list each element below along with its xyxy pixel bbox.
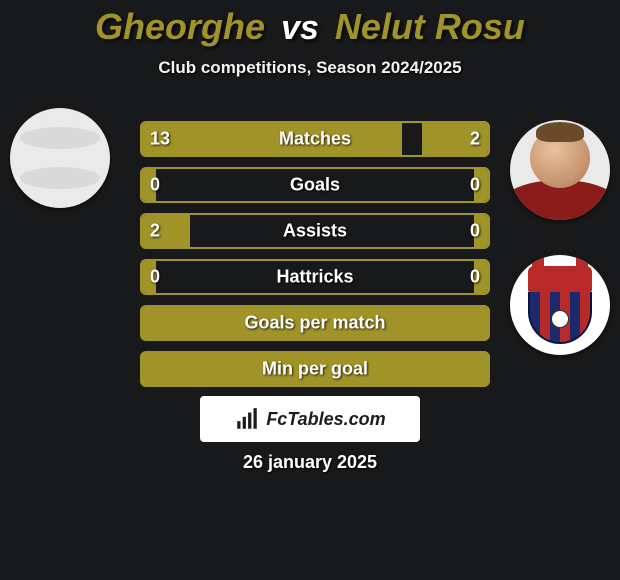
stat-label: Goals [140, 175, 490, 196]
watermark: FcTables.com [200, 396, 420, 442]
stat-label: Matches [140, 129, 490, 150]
stat-label: Assists [140, 221, 490, 242]
stat-label: Goals per match [140, 313, 490, 334]
player2-avatar [510, 120, 610, 220]
stat-label: Min per goal [140, 359, 490, 380]
player2-club-crest [510, 255, 610, 355]
subtitle: Club competitions, Season 2024/2025 [0, 58, 620, 78]
stat-row: 20Assists [140, 210, 490, 252]
stat-row: 00Goals [140, 164, 490, 206]
stat-row: Goals per match [140, 302, 490, 344]
chart-icon [234, 406, 260, 432]
player2-name: Nelut Rosu [335, 6, 525, 47]
watermark-text: FcTables.com [266, 409, 385, 430]
stat-label: Hattricks [140, 267, 490, 288]
stat-row: Min per goal [140, 348, 490, 390]
stat-row: 132Matches [140, 118, 490, 160]
player1-avatar [10, 108, 110, 208]
stat-row: 00Hattricks [140, 256, 490, 298]
player1-name: Gheorghe [95, 6, 265, 47]
date-text: 26 january 2025 [0, 452, 620, 473]
comparison-title: Gheorghe vs Nelut Rosu [0, 0, 620, 48]
stats-container: 132Matches00Goals20Assists00Hattricks Goa… [140, 118, 490, 394]
vs-label: vs [281, 9, 319, 47]
